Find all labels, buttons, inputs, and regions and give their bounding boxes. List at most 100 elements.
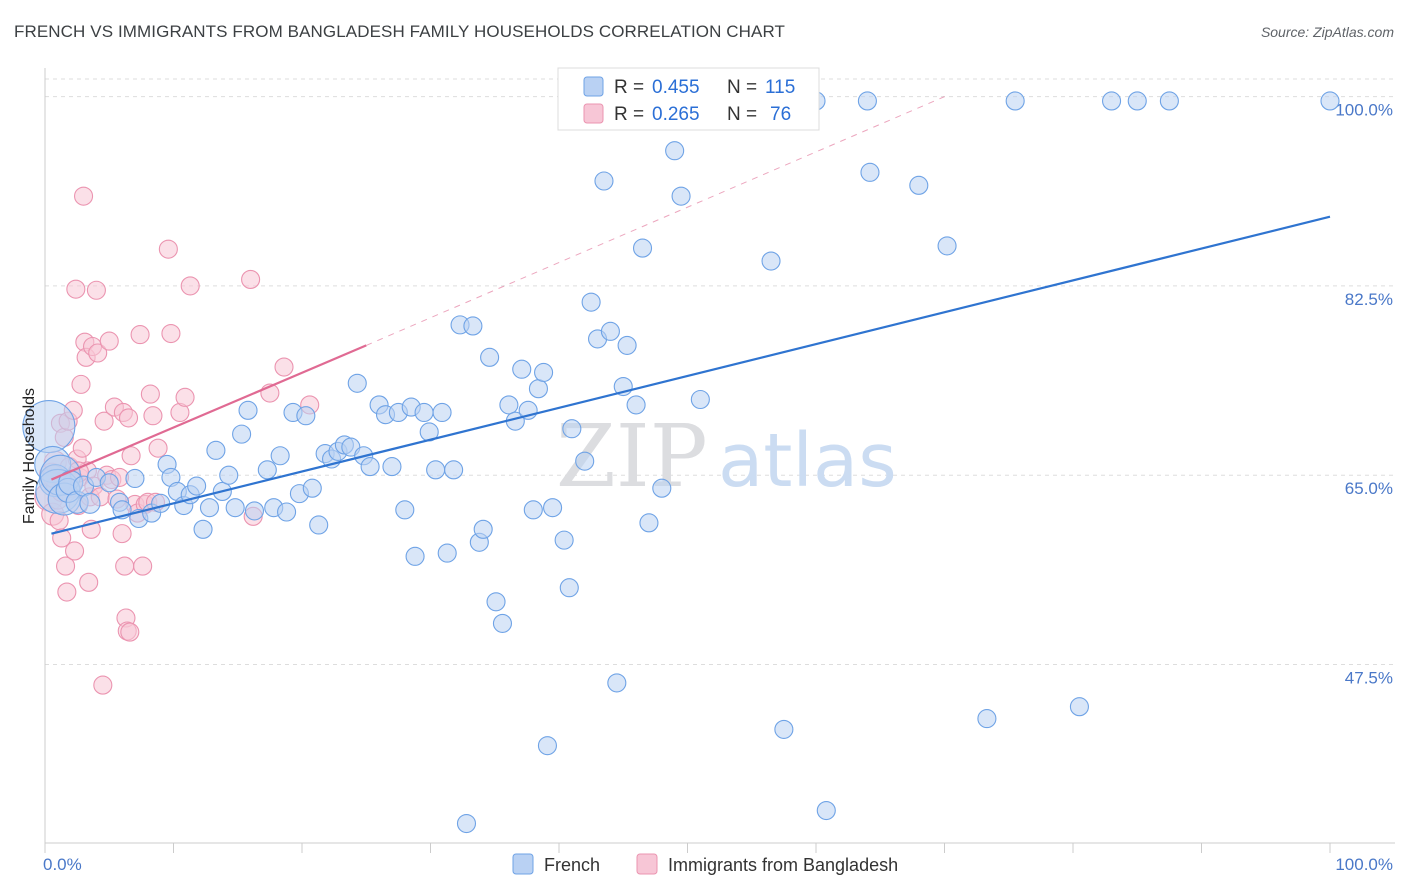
correlation-legend: R = 0.455 N = 115 R = 0.265 N = 76 xyxy=(557,67,820,131)
bangladesh-point xyxy=(112,524,132,544)
french-point xyxy=(534,362,554,383)
bangladesh-point xyxy=(143,406,163,426)
x-tick-label-0: 0.0% xyxy=(43,855,82,874)
french-point xyxy=(575,451,595,471)
y-axis-title: Family Households xyxy=(21,388,38,524)
trend-lines xyxy=(50,96,1331,535)
source-credit: Source: ZipAtlas.com xyxy=(1260,24,1394,40)
bottom-legend-label-bangladesh: Immigrants from Bangladesh xyxy=(668,855,898,875)
french-point xyxy=(225,498,245,518)
french-point xyxy=(523,500,543,520)
french-point xyxy=(1127,91,1147,111)
french-point xyxy=(581,292,601,312)
french-point xyxy=(309,515,329,535)
french-point xyxy=(774,719,794,739)
french-point xyxy=(395,500,415,520)
bangladesh-point xyxy=(57,582,77,602)
bangladesh-point xyxy=(175,387,195,407)
bangladesh-point xyxy=(72,438,92,458)
french-point xyxy=(360,457,380,477)
series-french-points xyxy=(22,91,1340,834)
french-point xyxy=(857,91,877,111)
french-point xyxy=(426,460,446,480)
bangladesh-point xyxy=(148,438,168,458)
bangladesh-point xyxy=(65,541,85,561)
legend-n-value-bangladesh: 76 xyxy=(770,104,791,125)
french-point xyxy=(99,473,119,493)
french-point xyxy=(492,613,513,633)
french-point xyxy=(554,530,574,550)
bangladesh-trend-line xyxy=(50,344,367,481)
french-point xyxy=(456,813,477,834)
legend-r-value-bangladesh: 0.265 xyxy=(652,104,700,125)
legend-swatch-french xyxy=(583,76,604,97)
french-point xyxy=(193,519,213,539)
legend-n-label-bangladesh: N = xyxy=(727,104,757,125)
bangladesh-point xyxy=(118,408,139,428)
french-point xyxy=(559,578,579,598)
french-point xyxy=(199,498,220,518)
bottom-legend-swatch-bangladesh xyxy=(636,853,658,875)
bangladesh-point xyxy=(158,239,178,259)
bangladesh-point xyxy=(56,556,76,576)
french-point xyxy=(382,457,402,477)
french-point xyxy=(1320,91,1340,111)
bangladesh-point xyxy=(79,572,99,592)
french-point xyxy=(187,476,207,496)
legend-r-label-french: R = xyxy=(614,77,644,98)
french-point xyxy=(671,186,691,206)
french-point xyxy=(528,379,548,399)
french-point xyxy=(437,543,457,563)
french-point xyxy=(639,513,659,533)
french-point xyxy=(1102,91,1122,111)
bangladesh-point xyxy=(74,186,94,206)
x-tick-label-100: 100.0% xyxy=(1335,855,1393,874)
legend-swatch-bangladesh xyxy=(583,103,604,124)
watermark-atlas: atlas xyxy=(718,418,897,504)
french-point xyxy=(607,673,627,693)
french-point xyxy=(860,162,880,182)
french-point xyxy=(537,736,557,756)
french-point xyxy=(414,402,434,423)
french-point xyxy=(296,406,316,426)
french-point xyxy=(206,440,226,460)
bangladesh-point xyxy=(86,280,106,300)
legend-r-value-french: 0.455 xyxy=(652,77,700,98)
y-tick-label: 65.0% xyxy=(1345,479,1393,498)
bangladesh-point xyxy=(130,325,150,345)
french-point xyxy=(499,395,519,415)
french-point xyxy=(480,347,500,367)
french-point xyxy=(1069,697,1089,717)
french-point xyxy=(761,251,781,271)
bangladesh-trend-extension xyxy=(366,96,945,346)
legend-n-label-french: N = xyxy=(727,77,757,98)
bangladesh-point xyxy=(274,357,294,377)
bangladesh-point xyxy=(93,675,113,695)
french-point xyxy=(444,460,464,480)
grid-layer: 47.5% 65.0% 82.5% 100.0% xyxy=(45,78,1395,688)
french-point xyxy=(405,546,425,566)
french-point xyxy=(302,478,322,498)
bangladesh-point xyxy=(161,323,181,344)
bottom-legend-label-french: French xyxy=(544,855,600,875)
y-tick-label: 82.5% xyxy=(1345,290,1393,309)
y-tick-label: 100.0% xyxy=(1335,101,1393,120)
french-point xyxy=(219,465,239,485)
french-point xyxy=(512,359,532,379)
series-legend: French Immigrants from Bangladesh xyxy=(512,853,898,875)
french-point xyxy=(1159,91,1179,111)
french-point xyxy=(432,402,452,423)
french-point xyxy=(632,238,653,258)
french-point xyxy=(79,492,101,514)
bottom-legend-swatch-french xyxy=(512,853,534,875)
french-point xyxy=(690,389,710,410)
french-point xyxy=(652,478,672,498)
french-point xyxy=(909,175,929,195)
french-point xyxy=(257,460,277,480)
french-trend-line xyxy=(51,215,1331,535)
bangladesh-point xyxy=(94,411,114,431)
french-point xyxy=(486,592,506,612)
french-point xyxy=(937,236,957,256)
french-point xyxy=(600,321,620,341)
